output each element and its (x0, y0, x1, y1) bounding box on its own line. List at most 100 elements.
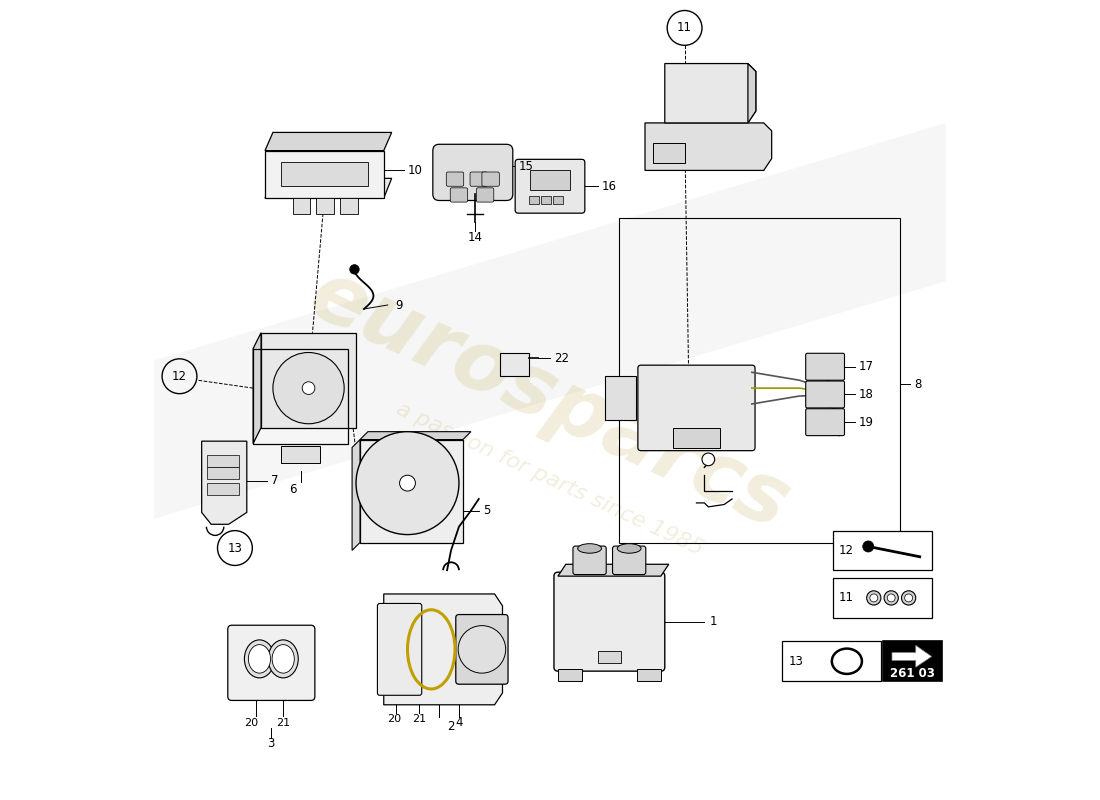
Bar (529, 196, 539, 204)
FancyBboxPatch shape (805, 381, 845, 408)
Polygon shape (154, 123, 946, 518)
FancyBboxPatch shape (470, 172, 487, 186)
Text: 20: 20 (244, 718, 258, 728)
Polygon shape (664, 63, 756, 123)
FancyBboxPatch shape (455, 614, 508, 684)
Ellipse shape (272, 645, 295, 673)
Text: a passion for parts since 1985: a passion for parts since 1985 (394, 399, 706, 559)
Bar (782, 642, 881, 681)
Bar (530, 170, 570, 190)
Polygon shape (360, 432, 471, 439)
FancyBboxPatch shape (805, 354, 845, 380)
FancyBboxPatch shape (432, 144, 513, 201)
Bar (541, 196, 551, 204)
Polygon shape (645, 123, 772, 170)
Bar (558, 669, 582, 682)
Text: 15: 15 (518, 160, 534, 173)
Text: 19: 19 (859, 416, 873, 429)
Text: 11: 11 (678, 22, 692, 34)
Text: 11: 11 (839, 591, 854, 605)
Ellipse shape (244, 640, 275, 678)
Ellipse shape (249, 645, 271, 673)
Polygon shape (360, 439, 463, 542)
FancyBboxPatch shape (447, 172, 464, 186)
Text: 6: 6 (289, 483, 297, 496)
FancyBboxPatch shape (482, 172, 499, 186)
Bar (500, 353, 529, 376)
FancyBboxPatch shape (805, 409, 845, 436)
Text: 20: 20 (387, 714, 402, 724)
Polygon shape (265, 178, 392, 198)
Circle shape (273, 353, 344, 424)
Bar (637, 669, 661, 682)
Text: 7: 7 (271, 474, 278, 487)
Circle shape (888, 594, 895, 602)
Bar (207, 455, 239, 467)
Text: 2: 2 (448, 721, 454, 734)
Circle shape (870, 594, 878, 602)
Text: 1: 1 (710, 615, 717, 628)
Bar (553, 196, 563, 204)
Bar (605, 376, 636, 420)
FancyBboxPatch shape (228, 626, 315, 701)
Polygon shape (892, 646, 932, 667)
Text: 10: 10 (407, 164, 422, 177)
Text: 21: 21 (412, 714, 427, 724)
Polygon shape (384, 594, 503, 705)
FancyBboxPatch shape (638, 365, 755, 450)
FancyBboxPatch shape (515, 159, 585, 213)
Text: 16: 16 (602, 180, 616, 193)
Text: 12: 12 (839, 544, 854, 557)
FancyBboxPatch shape (450, 188, 468, 202)
FancyBboxPatch shape (573, 546, 606, 574)
Circle shape (884, 590, 899, 605)
FancyBboxPatch shape (476, 188, 494, 202)
Bar (619, 218, 900, 542)
Bar (833, 530, 932, 570)
Circle shape (904, 594, 913, 602)
Ellipse shape (578, 544, 602, 553)
Text: 3: 3 (267, 738, 275, 750)
Polygon shape (748, 63, 756, 123)
Bar (340, 198, 358, 214)
Circle shape (459, 626, 506, 673)
Circle shape (399, 475, 416, 491)
Text: 4: 4 (455, 717, 463, 730)
Text: 5: 5 (483, 504, 491, 518)
Polygon shape (352, 439, 360, 550)
Text: eurosparcs: eurosparcs (297, 254, 803, 546)
Circle shape (902, 590, 915, 605)
Bar (653, 142, 684, 162)
Bar (280, 162, 367, 186)
Text: 21: 21 (276, 718, 290, 728)
Bar (317, 198, 334, 214)
Circle shape (350, 265, 360, 274)
Bar (207, 467, 239, 479)
Bar (882, 642, 942, 681)
FancyBboxPatch shape (554, 572, 664, 671)
Text: 13: 13 (789, 654, 803, 668)
Text: 12: 12 (172, 370, 187, 382)
Text: 13: 13 (228, 542, 242, 554)
Circle shape (862, 541, 873, 552)
Polygon shape (261, 333, 356, 428)
Circle shape (867, 590, 881, 605)
Text: 9: 9 (396, 298, 403, 311)
Ellipse shape (617, 544, 641, 553)
FancyBboxPatch shape (377, 603, 421, 695)
Circle shape (356, 432, 459, 534)
Bar (673, 428, 720, 447)
Bar (280, 446, 320, 463)
Bar (833, 578, 932, 618)
Circle shape (702, 453, 715, 466)
Circle shape (302, 382, 315, 394)
FancyBboxPatch shape (613, 546, 646, 574)
Polygon shape (265, 150, 384, 198)
Text: 14: 14 (468, 231, 482, 244)
Text: 261 03: 261 03 (890, 666, 935, 680)
Polygon shape (253, 333, 261, 443)
Bar (293, 198, 310, 214)
Text: 18: 18 (859, 388, 873, 401)
Polygon shape (201, 441, 246, 524)
Bar (597, 651, 622, 663)
